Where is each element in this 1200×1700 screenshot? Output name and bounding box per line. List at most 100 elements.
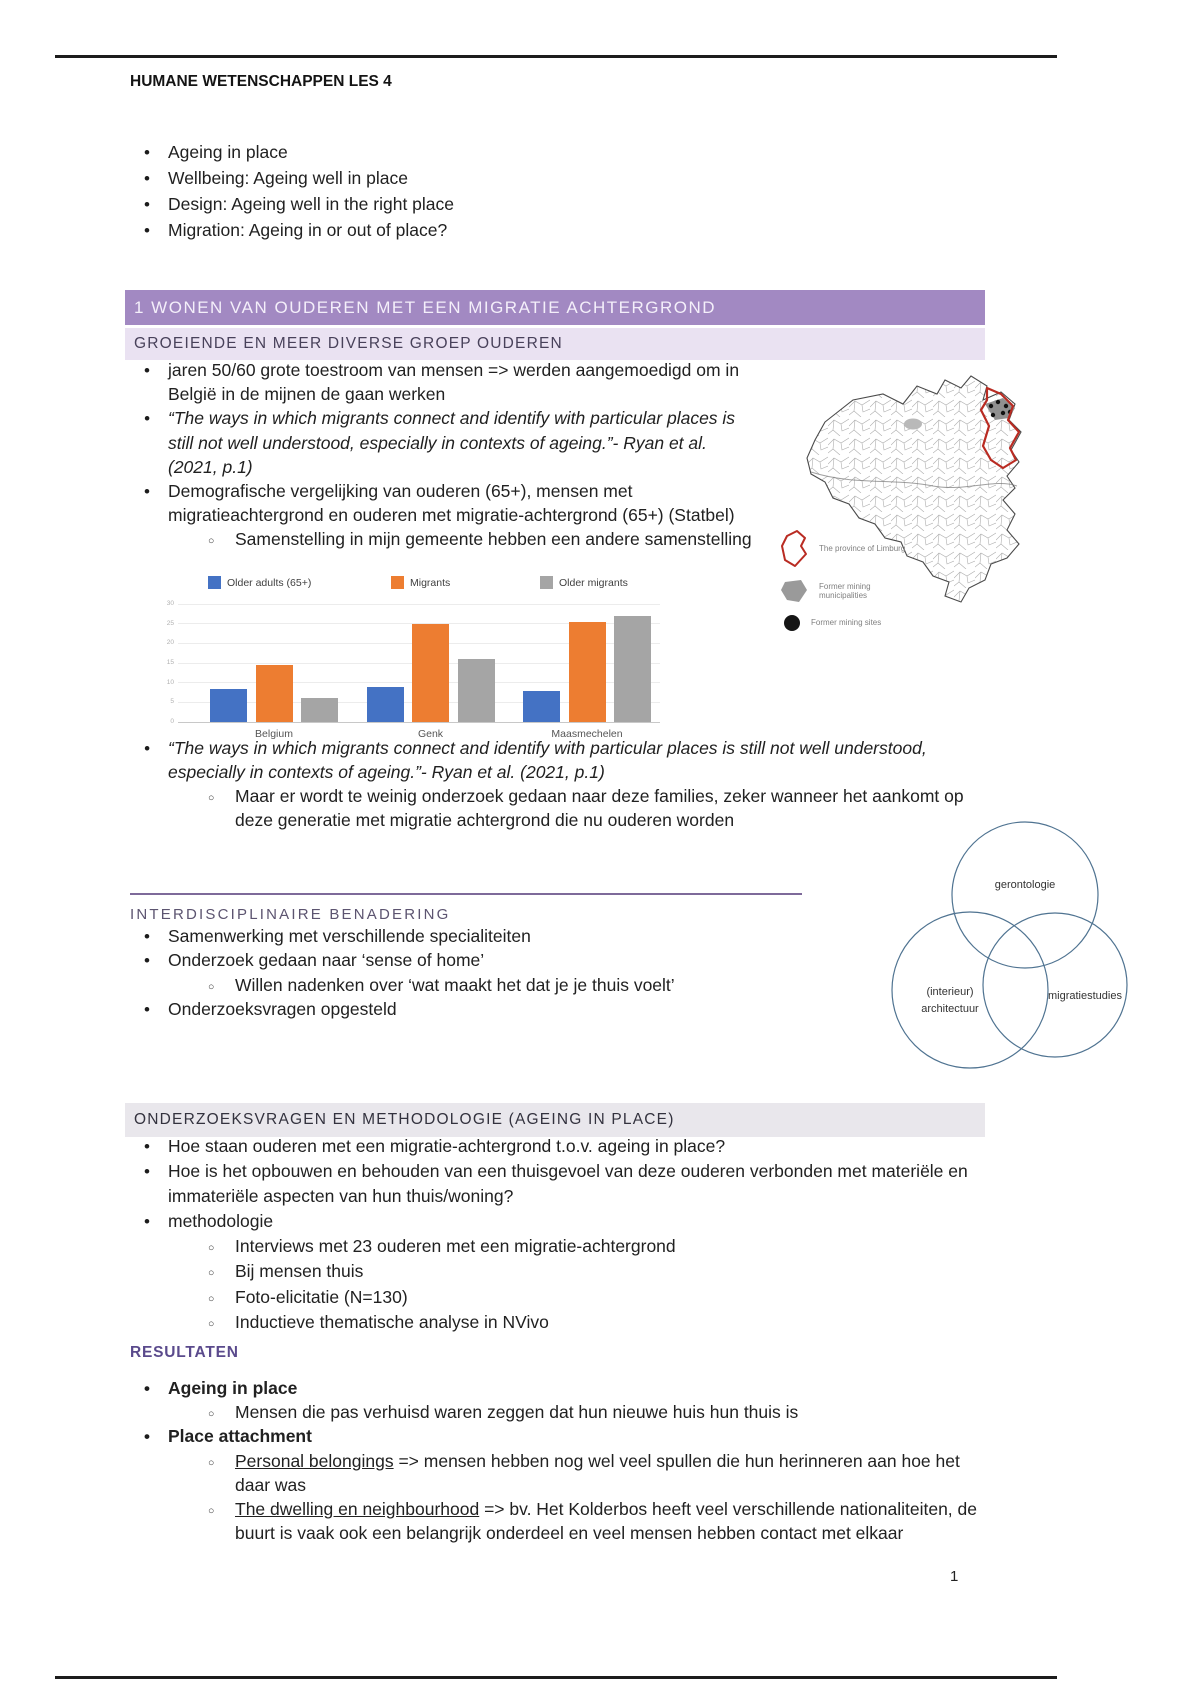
y-tick-label: 15 bbox=[166, 659, 174, 666]
chart-legend: Older adults (65+) Migrants Older migrants bbox=[178, 574, 660, 594]
circle-bullet-icon bbox=[208, 1236, 214, 1261]
list-item: Maar er wordt te weinig onderzoek gedaan… bbox=[142, 784, 1062, 832]
list-item-text: Interviews met 23 ouderen met een migrat… bbox=[235, 1236, 676, 1257]
list-item: Migration: Ageing in or out of place? bbox=[142, 217, 842, 243]
list-item-text: Bij mensen thuis bbox=[235, 1261, 364, 1282]
page-title: HUMANE WETENSCHAPPEN LES 4 bbox=[130, 73, 392, 90]
bar-chart: Older adults (65+) Migrants Older migrants… bbox=[167, 574, 662, 756]
list-item-text: Samenstelling in mijn gemeente hebben ee… bbox=[235, 529, 752, 550]
results-bullet-list: Ageing in place Mensen die pas verhuisd w… bbox=[142, 1376, 1062, 1545]
section1-banner: 1 WONEN VAN OUDEREN MET EEN MIGRATIE ACH… bbox=[125, 290, 985, 325]
legend-label: Older adults (65+) bbox=[227, 576, 312, 589]
belgium-outline bbox=[806, 375, 1022, 603]
list-item: Bij mensen thuis bbox=[142, 1259, 1062, 1284]
list-item-text: Ageing in place bbox=[168, 142, 288, 162]
list-item: methodologie bbox=[142, 1209, 1062, 1234]
list-item-text: Wellbeing: Ageing well in place bbox=[168, 168, 408, 188]
circle-bullet-icon bbox=[208, 529, 214, 553]
bar bbox=[614, 615, 651, 722]
list-item: The dwelling en neighbourhood => bv. Het… bbox=[142, 1497, 1062, 1545]
circle-bullet-icon bbox=[208, 1312, 214, 1337]
list-item: Personal belongings => mensen hebben nog… bbox=[142, 1449, 1062, 1497]
bullet-icon bbox=[144, 1424, 150, 1449]
bar bbox=[457, 659, 495, 722]
list-item-text: methodologie bbox=[168, 1211, 274, 1232]
list-item-text: Hoe is het opbouwen en behouden van een … bbox=[168, 1161, 968, 1207]
map-legend-item: The province of Limburg bbox=[777, 528, 907, 570]
bar bbox=[210, 688, 247, 722]
list-item: Mensen die pas verhuisd waren zeggen dat… bbox=[142, 1400, 1062, 1424]
bottom-border-line bbox=[55, 1676, 1057, 1679]
list-item: Hoe is het opbouwen en behouden van een … bbox=[142, 1159, 1062, 1209]
x-category-label: Genk bbox=[417, 728, 444, 740]
mining-sites-icon bbox=[784, 615, 800, 631]
map-legend-label: Former mining sites bbox=[811, 618, 882, 628]
y-tick-label: 0 bbox=[170, 718, 174, 725]
legend-label: Older migrants bbox=[559, 576, 628, 589]
venn-svg: gerontologie (interieur) architectuur mi… bbox=[891, 821, 1128, 1069]
venn-label-migratiestudies: migratiestudies bbox=[1048, 990, 1122, 1002]
y-tick-label: 25 bbox=[166, 619, 174, 627]
list-item-text: Place attachment bbox=[168, 1426, 312, 1447]
methodology-bullet-list: Hoe staan ouderen met een migratie-achte… bbox=[142, 1134, 1062, 1335]
x-category-label: Belgium bbox=[255, 728, 293, 740]
list-item: Design: Ageing well in the right place bbox=[142, 191, 842, 217]
venn-diagram: gerontologie (interieur) architectuur mi… bbox=[880, 815, 1150, 1080]
map-legend-item: Former mining sites bbox=[781, 612, 899, 634]
venn-circle-migratiestudies bbox=[982, 912, 1128, 1058]
list-item: Interviews met 23 ouderen met een migrat… bbox=[142, 1234, 1062, 1259]
circle-bullet-icon bbox=[208, 786, 214, 810]
list-item-text: Demografische vergelijking van ouderen (… bbox=[168, 481, 735, 526]
circle-bullet-icon bbox=[208, 975, 214, 999]
section-divider-line bbox=[130, 893, 802, 895]
interdisciplinary-heading: INTERDISCIPLINAIRE BENADERING bbox=[130, 906, 451, 923]
legend-label: Migrants bbox=[410, 576, 451, 589]
legend-item: Older migrants bbox=[540, 576, 628, 589]
list-item: Samenwerking met verschillende specialit… bbox=[142, 924, 842, 948]
list-item-text: Maar er wordt te weinig onderzoek gedaan… bbox=[235, 786, 964, 830]
map-legend-item: Former mining municipalities bbox=[777, 576, 907, 606]
map-legend-label: Former mining municipalities bbox=[819, 581, 871, 601]
bullet-icon bbox=[144, 1134, 150, 1159]
chart-plot-area: 0 5 10 15 20 25 30 Belgium Genk Maasmechelen bbox=[167, 600, 660, 740]
section1-bullet-list: jaren 50/60 grote toestroom van mensen =… bbox=[142, 358, 778, 552]
circle-bullet-icon bbox=[208, 1402, 214, 1426]
bullet-icon bbox=[144, 358, 150, 383]
bullet-icon bbox=[144, 479, 150, 504]
gridline bbox=[178, 721, 660, 723]
methodology-banner: ONDERZOEKSVRAGEN EN METHODOLOGIE (AGEING… bbox=[125, 1103, 985, 1137]
venn-circle-architectuur bbox=[891, 911, 1049, 1069]
legend-swatch bbox=[540, 576, 553, 589]
list-item: jaren 50/60 grote toestroom van mensen =… bbox=[142, 358, 778, 406]
x-category-label: Maasmechelen bbox=[551, 728, 623, 740]
list-item-text: Inductieve thematische analyse in NVivo bbox=[235, 1311, 549, 1332]
limburg-outline-icon bbox=[781, 530, 807, 567]
bullet-icon bbox=[144, 948, 150, 973]
list-item-text: “The ways in which migrants connect and … bbox=[168, 408, 736, 477]
list-item-text: Design: Ageing well in the right place bbox=[168, 194, 455, 214]
bullet-icon bbox=[144, 139, 150, 166]
section1-subbanner: GROEIENDE EN MEER DIVERSE GROEP OUDEREN bbox=[125, 328, 985, 360]
venn-label-gerontologie: gerontologie bbox=[995, 879, 1056, 891]
mining-municipalities-icon bbox=[781, 580, 807, 602]
bar bbox=[568, 621, 606, 722]
list-item: Inductieve thematische analyse in NVivo bbox=[142, 1310, 1062, 1335]
list-item-text: Ageing in place bbox=[168, 1378, 298, 1398]
bullet-icon bbox=[144, 191, 150, 218]
venn-label-architectuur: architectuur bbox=[921, 1003, 979, 1015]
list-item-text: “The ways in which migrants connect and … bbox=[168, 738, 927, 782]
bar bbox=[523, 690, 560, 722]
y-tick-label: 20 bbox=[166, 639, 174, 647]
list-item: Samenstelling in mijn gemeente hebben ee… bbox=[142, 527, 778, 551]
mining-sites-dots bbox=[988, 399, 1013, 418]
bullet-icon bbox=[144, 406, 150, 431]
bar bbox=[366, 686, 404, 722]
page-number: 1 bbox=[950, 1568, 959, 1585]
brussels-urban-area bbox=[904, 418, 922, 430]
gridline bbox=[178, 603, 660, 605]
list-item: “The ways in which migrants connect and … bbox=[142, 736, 1062, 784]
bullet-icon bbox=[144, 736, 150, 761]
y-tick-label: 5 bbox=[170, 698, 174, 706]
bar bbox=[301, 698, 338, 722]
list-item: Onderzoek gedaan naar ‘sense of home’ bbox=[142, 948, 842, 972]
